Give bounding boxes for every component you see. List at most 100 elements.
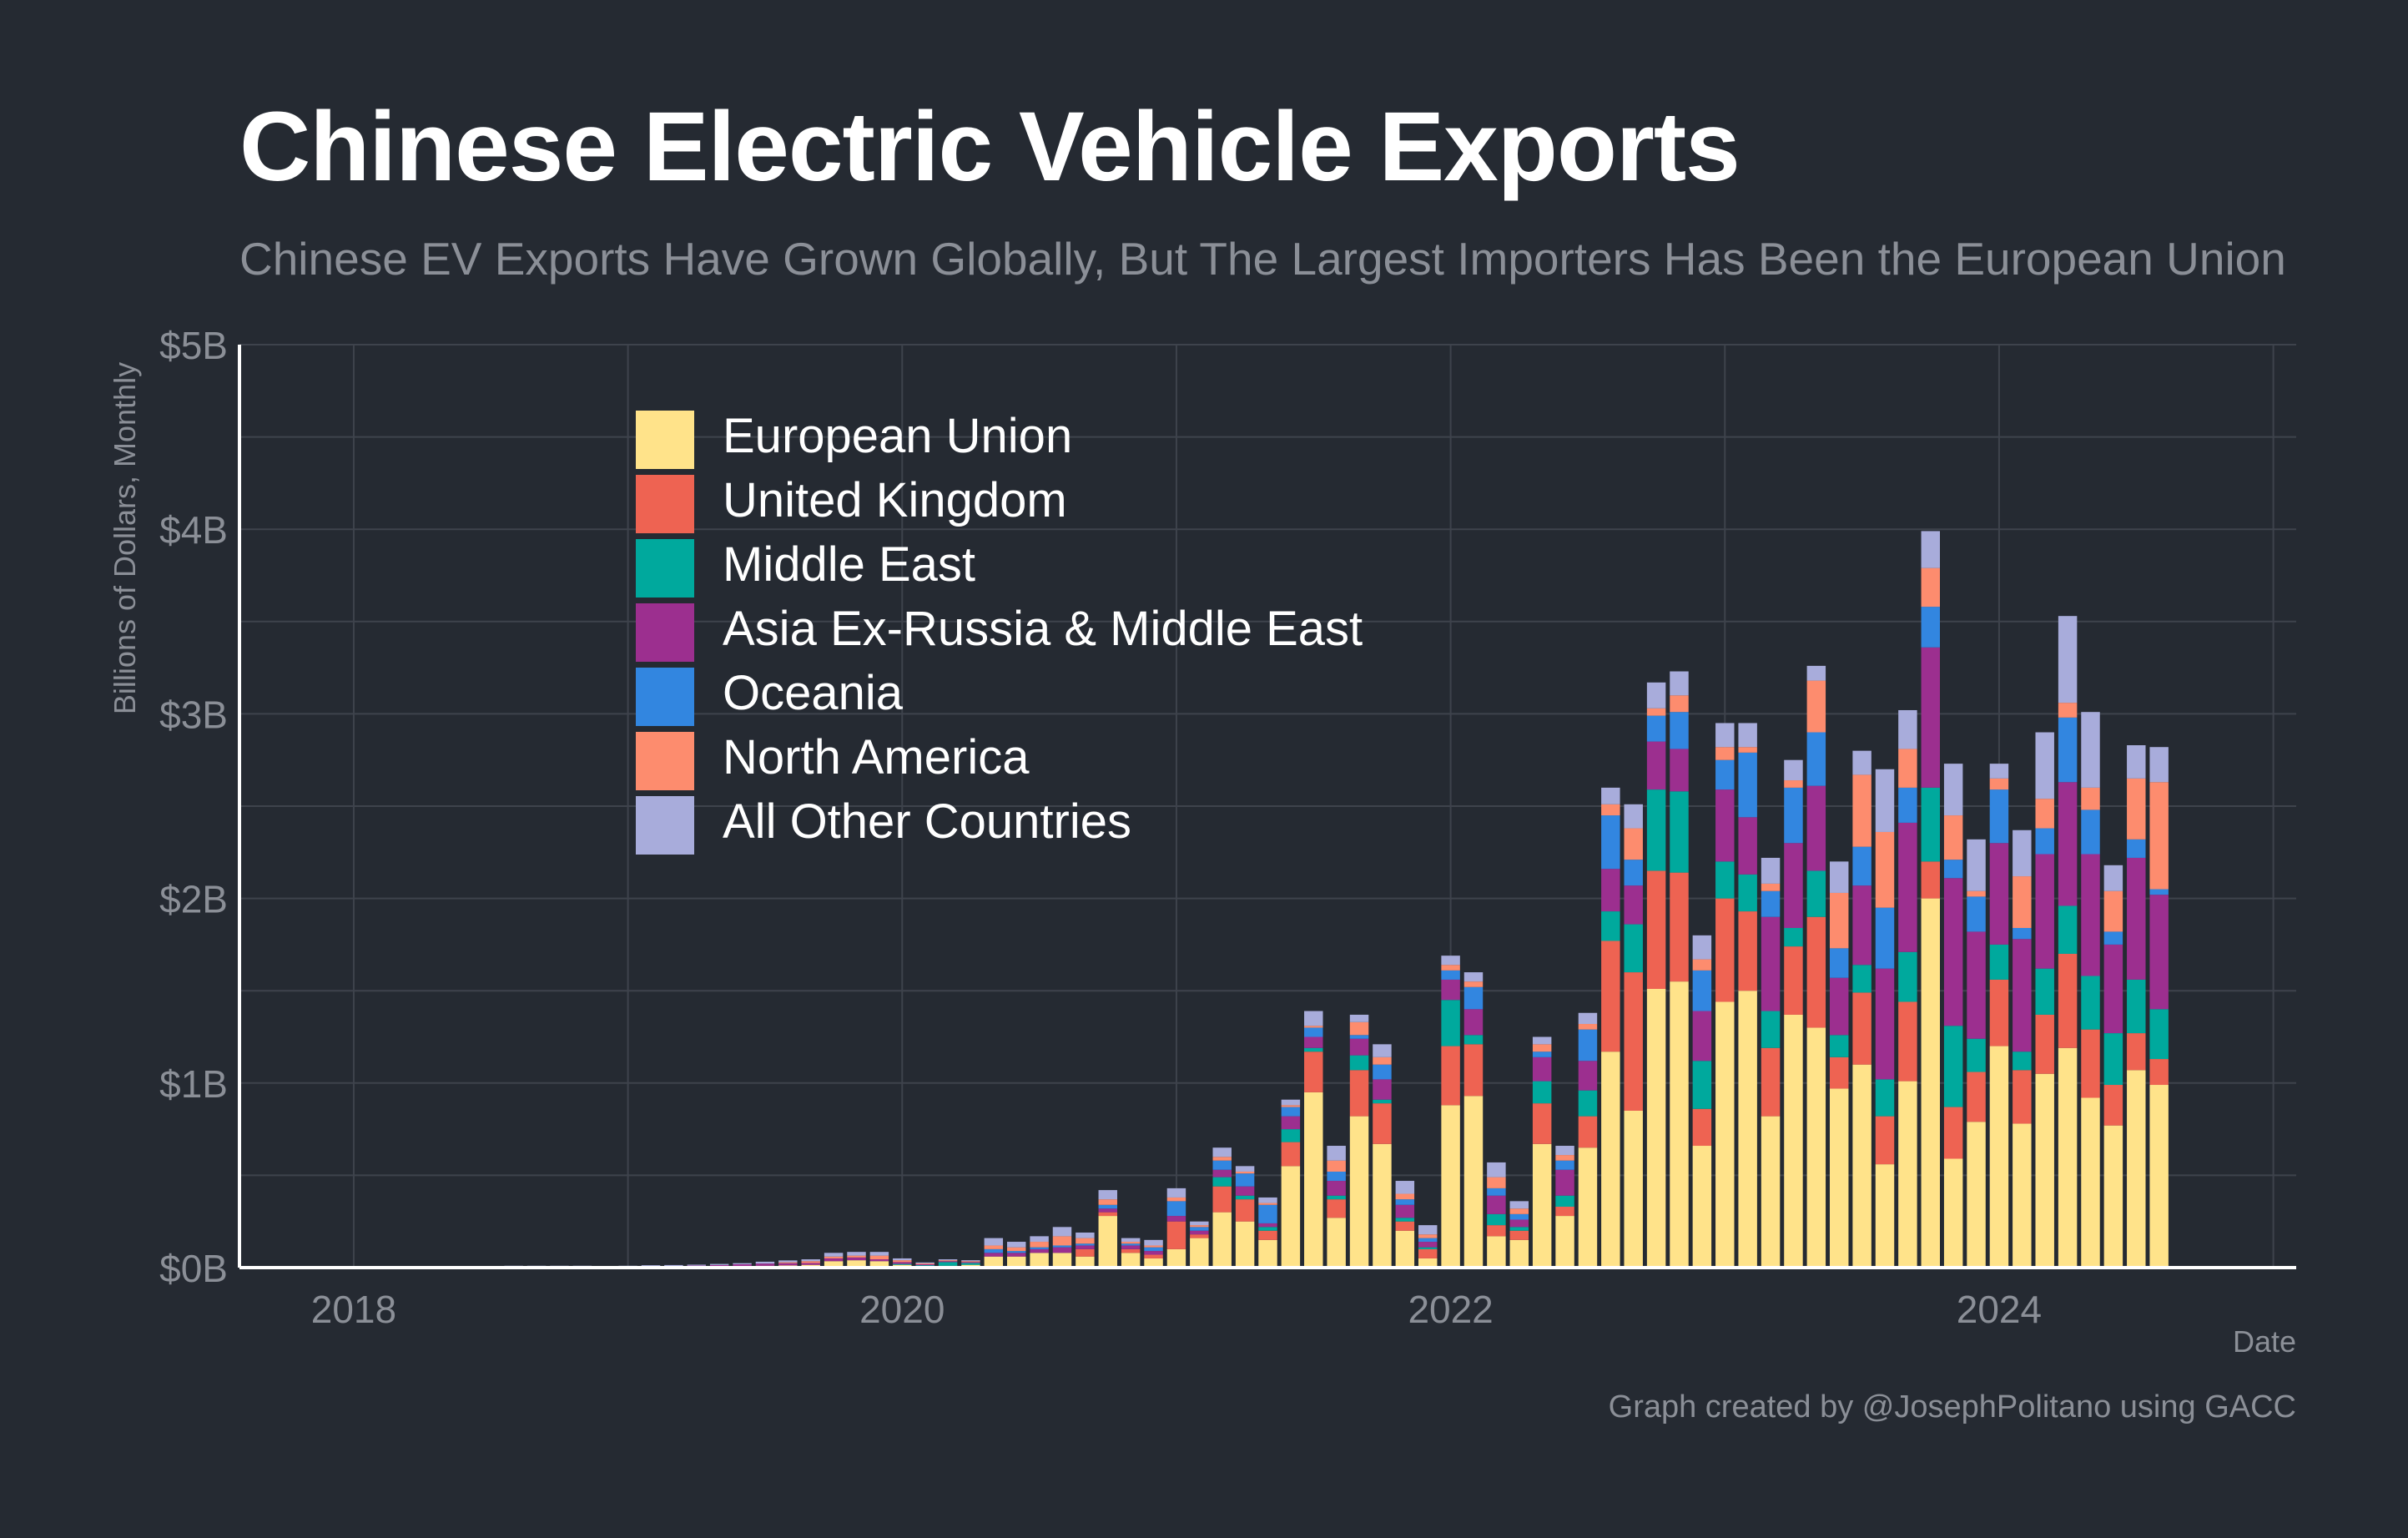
bar-segment [1875,907,1895,969]
bar-segment [1601,804,1620,816]
bar-segment [1441,970,1460,980]
bar-segment [1052,1247,1072,1253]
axes [238,345,2296,1269]
bar-segment [1030,1242,1049,1248]
bar-segment [984,1245,1004,1249]
bar-segment [1281,1105,1301,1107]
bar-segment [2149,1009,2169,1060]
bar-segment [1373,1044,1392,1057]
bar-segment [1852,965,1871,993]
bar-segment [2103,944,2123,1034]
bar-segment [1418,1247,1438,1249]
bar-segment [1578,1147,1598,1268]
bar-segment [1509,1230,1529,1240]
bar-segment [1441,956,1460,966]
bar-segment [641,1265,661,1267]
bar-segment [1624,972,1643,1111]
bar-segment [824,1261,844,1268]
bar-segment [2149,747,2169,783]
bar-segment [2149,1059,2169,1086]
bar-segment [1829,1088,1849,1268]
bar-segment [1967,839,1986,891]
bar-segment [1166,1197,1186,1202]
bar-segment [1738,991,1757,1268]
bar-segment [1212,1212,1232,1268]
bar-segment [1761,890,1781,917]
bar-segment [1921,861,1941,899]
bar-segment [1670,712,1689,749]
bar-segment [2058,616,2078,703]
bar-segment [1418,1238,1438,1243]
bar-segment [1258,1204,1277,1223]
bar-segment [847,1260,866,1268]
bar-segment [915,1264,934,1266]
bar-segment [1967,1072,1986,1122]
bar-segment [1212,1160,1232,1170]
bar-segment [1327,1171,1346,1182]
bar-segment [1921,607,1941,648]
bar-segment [1441,965,1460,971]
bar-segment [1030,1248,1049,1253]
bar-segment [801,1261,820,1263]
bar-segment [1943,1107,1963,1159]
bar-segment [1532,1056,1552,1082]
bar-segment [1463,1044,1484,1097]
bar-segment [1715,1001,1735,1268]
bar-segment [1921,567,1941,608]
bar-segment [2149,895,2169,1010]
bar-segment [1373,1064,1392,1080]
bar-segment [1166,1216,1186,1222]
bar-segment [1166,1188,1186,1198]
bar-segment [733,1263,752,1265]
bar-segment [1943,815,1963,860]
bar-segment [2058,953,2078,1048]
bar-segment [1601,940,1620,1052]
bar-segment [1509,1239,1529,1268]
bar-segment [1076,1243,1095,1246]
bar-segment [1463,981,1484,987]
bar-segment [1121,1242,1141,1244]
bar-segment [1418,1258,1438,1268]
bar-segment [1098,1216,1118,1268]
bar-segment [1806,665,1826,681]
bar-segment [1761,883,1781,891]
y-tick-label: $1B [159,1062,228,1106]
bar-segment [1555,1146,1574,1156]
legend-label: Asia Ex-Russia & Middle East [723,602,1363,656]
chart-subtitle: Chinese EV Exports Have Grown Globally, … [239,233,2286,285]
bar-segment [915,1263,934,1265]
bar-segment [1235,1186,1255,1196]
bar-segment [1006,1251,1026,1253]
bar-segment [2035,1073,2054,1268]
bar-segment [1030,1247,1049,1249]
bar-segment [2081,787,2100,810]
bar-segment [2127,839,2146,858]
bar-segment [2035,968,2054,1015]
bar-segment [1943,860,1963,879]
bar-segment [847,1255,866,1258]
bar-segment [1829,1056,1849,1089]
bar-segment [1898,1081,1917,1268]
bar-segment [2127,979,2146,1034]
bar-segment [869,1252,889,1256]
bar-segment [1852,992,1871,1065]
bar-segment [1601,1051,1620,1268]
bar-segment [1601,787,1620,804]
bar-segment [893,1262,912,1264]
bar-segment [1555,1195,1574,1208]
bar-segment [733,1264,752,1267]
bar-segment [1624,885,1643,925]
bar-segment [1076,1256,1095,1268]
bar-segment [869,1255,889,1260]
bar-segment [1487,1225,1506,1237]
bar-segment [984,1238,1004,1246]
bar-segment [1670,981,1689,1268]
bar-segment [1578,1061,1598,1091]
bar-segment [915,1265,934,1267]
bar-segment [2103,931,2123,945]
bar-segment [2103,890,2123,932]
bar-segment [1144,1251,1163,1255]
x-tick-label: 2020 [859,1288,945,1331]
y-tick-label: $5B [159,324,228,367]
bar-segment [1646,870,1666,989]
